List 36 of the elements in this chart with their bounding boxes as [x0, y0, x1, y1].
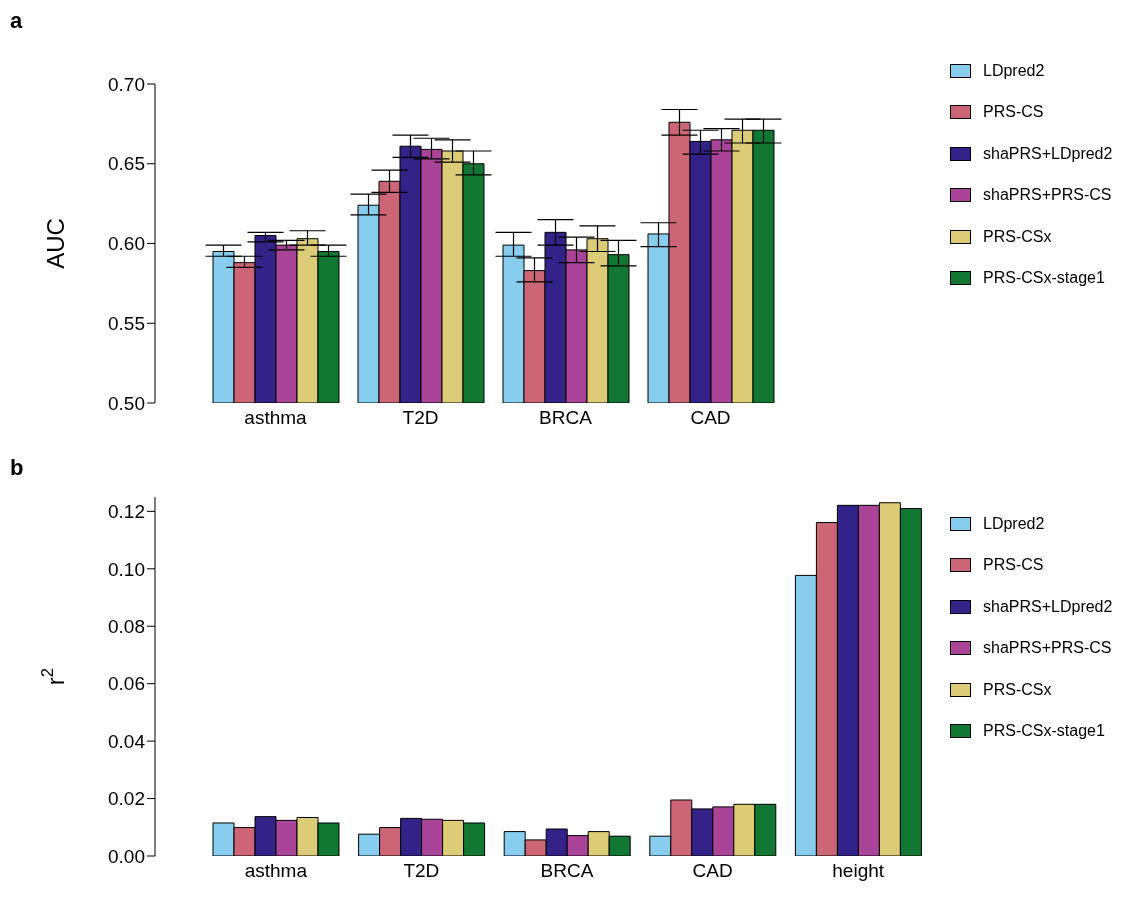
x-tick-label: CAD	[692, 860, 733, 882]
y-tick-label: 0.65	[108, 153, 145, 175]
y-tick-label: 0.04	[108, 730, 146, 752]
text: b	[10, 455, 24, 481]
legend-label: LDpred2	[983, 514, 1045, 533]
x-tick-label: CAD	[690, 407, 731, 429]
legend-label: shaPRS+LDpred2	[983, 597, 1113, 616]
x-tick-label: BRCA	[539, 407, 593, 429]
y-tick-label: 0.60	[108, 233, 145, 255]
legend-label: shaPRS+PRS-CS	[983, 186, 1112, 205]
legend-label: PRS-CS	[983, 556, 1044, 575]
y-tick-label: 0.08	[108, 615, 145, 637]
x-tick-label: asthma	[244, 860, 308, 882]
x-tick-label: asthma	[244, 407, 308, 429]
y-tick-label: 0.02	[108, 788, 145, 810]
text: a	[10, 8, 23, 34]
y-tick-label: 0.10	[108, 558, 145, 580]
x-tick-label: height	[832, 860, 885, 882]
legend-label: shaPRS+PRS-CS	[983, 639, 1112, 658]
x-tick-label: BRCA	[540, 860, 594, 882]
x-tick-label: T2D	[402, 407, 439, 429]
legend-label: LDpred2	[983, 61, 1045, 80]
legend-label: PRS-CSx	[983, 227, 1052, 246]
legend-label: PRS-CS	[983, 103, 1044, 122]
legend-label: shaPRS+LDpred2	[983, 144, 1113, 163]
y-tick-label: 0.12	[108, 501, 145, 523]
y-axis-title: AUC	[42, 218, 70, 269]
y-tick-label: 0.50	[108, 392, 145, 414]
y-tick-label: 0.70	[108, 73, 145, 95]
legend-label: PRS-CSx-stage1	[983, 269, 1105, 288]
legend-label: PRS-CSx-stage1	[983, 722, 1105, 741]
x-tick-label: T2D	[403, 860, 440, 882]
y-tick-label: 0.00	[108, 845, 145, 867]
y-tick-label: 0.55	[108, 312, 145, 334]
legend-label: PRS-CSx	[983, 680, 1052, 699]
y-tick-label: 0.06	[108, 673, 145, 695]
